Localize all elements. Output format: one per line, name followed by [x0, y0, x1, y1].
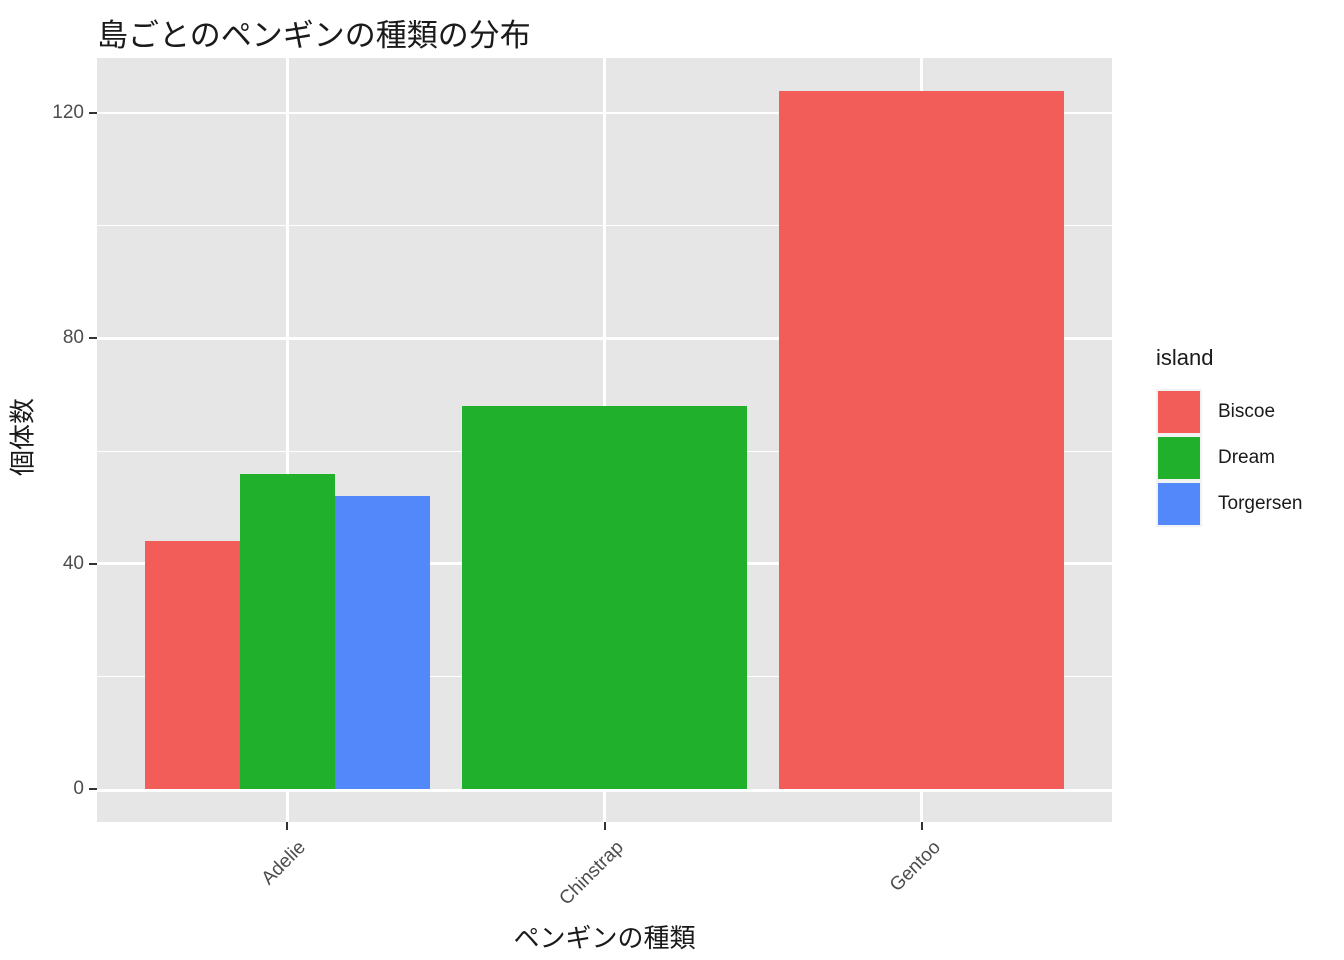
- legend-item-torgersen: Torgersen: [1156, 481, 1303, 527]
- legend-title: island: [1156, 345, 1214, 370]
- bar-chinstrap-dream: [461, 405, 748, 789]
- legend-item-biscoe: Biscoe: [1156, 389, 1303, 435]
- y-tick-mark-80: [89, 337, 97, 340]
- bar-gentoo-biscoe: [778, 90, 1065, 789]
- x-tick-mark-Chinstrap: [603, 822, 606, 830]
- legend-key-torgersen: [1156, 481, 1202, 527]
- y-tick-label-80: 80: [62, 327, 84, 349]
- y-tick-mark-0: [89, 788, 97, 790]
- legend-key-biscoe: [1156, 389, 1202, 435]
- major-gridline-x-Adelie: [286, 58, 289, 822]
- legend-swatch-dream: [1158, 437, 1200, 479]
- legend-key-dream: [1156, 435, 1202, 481]
- legend-label-dream: Dream: [1218, 447, 1276, 468]
- y-tick-label-120: 120: [52, 102, 84, 124]
- y-tick-label-0: 0: [73, 778, 84, 799]
- chart-title: 島ごとのペンギンの種類の分布: [97, 18, 531, 53]
- y-tick-label-40: 40: [62, 552, 84, 574]
- y-axis-title: 個体数: [7, 397, 38, 477]
- legend-swatch-biscoe: [1158, 391, 1200, 433]
- legend-label-biscoe: Biscoe: [1218, 401, 1276, 422]
- legend-item-dream: Dream: [1156, 435, 1303, 481]
- bar-adelie-biscoe: [144, 541, 240, 789]
- x-tick-mark-Gentoo: [920, 822, 923, 830]
- legend-items: Biscoe Dream Torgersen: [1156, 389, 1303, 527]
- legend: island Biscoe Dream Torgersen: [1156, 345, 1303, 527]
- bar-adelie-torgersen: [334, 496, 431, 789]
- x-axis-title: ペンギンの種類: [513, 923, 696, 953]
- y-tick-mark-120: [89, 112, 97, 115]
- bar-adelie-dream: [239, 473, 335, 789]
- y-tick-mark-40: [89, 562, 97, 565]
- x-tick-mark-Adelie: [286, 822, 289, 830]
- plot-panel: [97, 58, 1112, 822]
- legend-swatch-torgersen: [1158, 483, 1200, 525]
- legend-label-torgersen: Torgersen: [1218, 493, 1303, 514]
